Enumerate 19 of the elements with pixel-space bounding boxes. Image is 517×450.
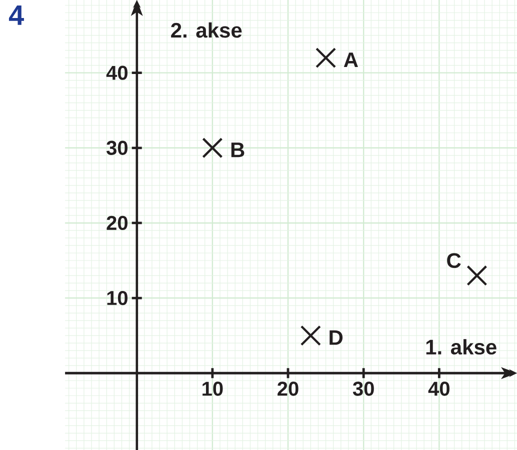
x-tick-label: 40 [428, 381, 450, 396]
text: 4 [8, 5, 24, 25]
point [300, 325, 321, 346]
annotation: A [344, 52, 358, 67]
y-tick-label: 40 [106, 66, 128, 80]
annotation: B [231, 142, 244, 157]
y-tick-label: 10 [107, 290, 128, 305]
y-tick-label: 30 [106, 140, 128, 155]
x-axis-title: 1. akse [426, 338, 496, 354]
point [202, 137, 223, 158]
x-tick-label: 20 [278, 381, 298, 396]
x-tick-label: 10 [202, 381, 223, 396]
annotation: C [447, 252, 461, 268]
y-axis-title: 2. akse [171, 22, 242, 38]
y-tick-label: 20 [106, 216, 128, 230]
x-tick-label: 30 [352, 381, 374, 396]
point [466, 264, 488, 286]
annotation: D [330, 330, 343, 345]
point [316, 47, 336, 68]
